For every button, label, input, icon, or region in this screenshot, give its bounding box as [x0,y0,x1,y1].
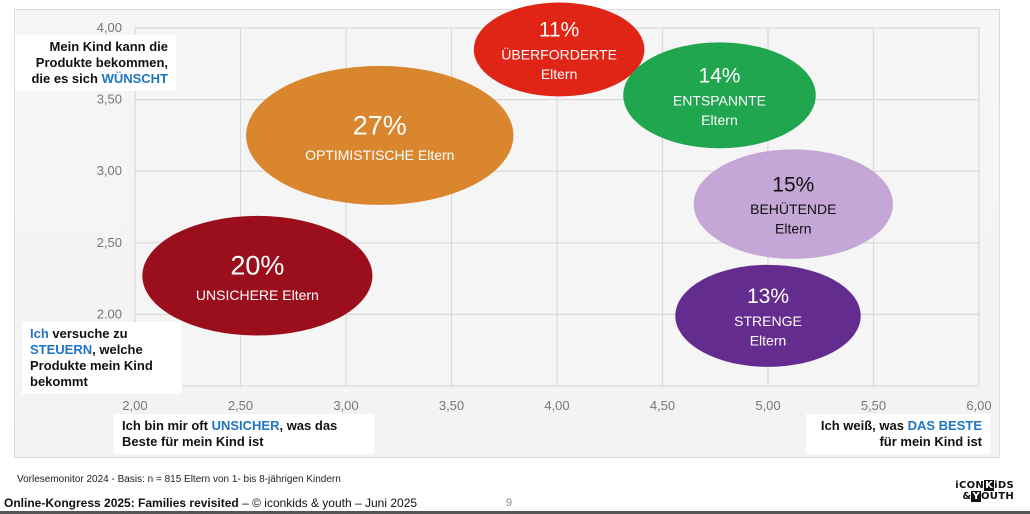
x-tick-label: 3,00 [333,398,358,413]
annotation-text: , was das Beste für mein Kind ist [122,418,338,449]
bottom-rule [0,511,1030,514]
y-tick-label: 2.00 [97,306,122,321]
bubble-segment-label: UNSICHERE Eltern [196,287,319,303]
logo-text: OUTH [980,491,1014,502]
bubble-segment-label: Eltern [775,221,812,237]
x-tick-label: 4,00 [544,398,569,413]
bubble-percent-label: 20% [230,251,284,281]
iconkids-youth-logo: iCONKiDS &YOUTH [944,480,1014,502]
x-tick-label: 5,50 [861,398,886,413]
y-tick-label: 2,50 [97,235,122,250]
source-note: Vorlesemonitor 2024 - Basis: n = 815 Elt… [17,474,341,485]
bubble-segment-label: ÜBERFORDERTE [501,45,617,62]
bubble-unsichere-eltern [142,215,373,336]
bubble-optimistische-eltern [246,65,514,205]
logo-text: iCON [955,480,985,491]
logo-text: iDS [994,480,1014,491]
bubble-percent-label: 15% [772,173,814,196]
x-axis-low-annotation: Ich bin mir oft UNSICHER, was das Beste … [114,414,374,454]
annotation-text: Mein Kind kann die Produkte bekommen, di… [31,39,168,86]
x-tick-label: 2,50 [228,398,253,413]
annotation-text: , welche Produkte mein Kind bekommt [30,342,153,389]
logo-box-letter: K [984,480,995,491]
bubble-segment-label: Eltern [541,66,578,82]
annotation-text: für mein Kind ist [879,434,982,449]
logo-text: & [962,491,972,502]
annotation-text: Ich weiß, was [820,418,908,433]
bubble-segment-label: STRENGE [734,313,802,329]
annotation-text: Ich bin mir oft [122,418,212,433]
x-tick-label: 2,00 [122,398,147,413]
x-tick-label: 5,00 [755,398,780,413]
footer: Online-Kongress 2025: Families revisited… [4,496,417,510]
x-axis-high-annotation: Ich weiß, was DAS BESTE für mein Kind is… [806,414,990,454]
footer-event: Online-Kongress 2025: Families revisited [4,496,239,510]
bubble-segment-label: Eltern [750,332,787,348]
bubble-segment-label: Eltern [701,112,738,128]
bubble-percent-label: 27% [353,110,407,140]
page-number: 9 [506,497,513,509]
bubble-segment-label: OPTIMISTISCHE Eltern [305,147,454,163]
x-tick-label: 3,50 [439,398,464,413]
bubble-überforderte-eltern [473,2,645,97]
bubble-percent-label: 14% [698,65,740,88]
annotation-highlight: UNSICHER [211,418,280,433]
annotation-highlight: DAS BESTE [907,418,982,433]
bubble-chart: 2,00 2,50 3,00 3,50 4,00 4,50 5,00 5,50 6,00 4,00… [97,2,992,413]
y-tick-label: 3,50 [97,92,122,107]
annotation-highlight: WÜNSCHT [101,71,168,86]
y-tick-label: 3,00 [97,163,122,178]
bubble-entspannte-eltern [623,42,816,149]
bubble-percent-label: 13% [747,285,789,308]
x-tick-label: 6,00 [966,398,991,413]
bubble-behütende-eltern [693,149,893,259]
annotation-text: versuche zu [48,326,128,341]
annotation-highlight: STEUERN [30,342,93,357]
bubble-strenge-eltern [675,264,861,367]
bubble-segment-label: BEHÜTENDE [750,200,836,217]
bubble-segment-label: ENTSPANNTE [673,92,766,108]
x-tick-label: 4,50 [650,398,675,413]
annotation-highlight: Ich [30,326,49,341]
y-axis-high-annotation: Mein Kind kann die Produkte bekommen, di… [15,35,176,91]
logo-box-letter: Y [971,491,981,502]
bubble-percent-label: 11% [539,19,579,42]
y-axis-low-annotation: Ich versuche zu STEUERN, welche Produkte… [22,322,182,394]
y-tick-label: 4,00 [97,20,122,35]
footer-copyright: – © iconkids & youth – Juni 2025 [238,496,418,510]
